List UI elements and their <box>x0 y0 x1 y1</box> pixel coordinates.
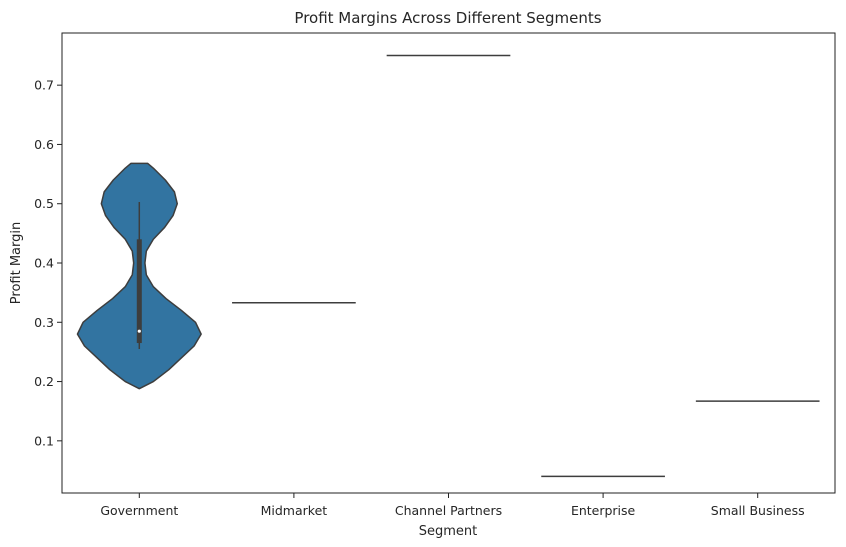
x-axis-label: Segment <box>419 524 478 539</box>
y-axis-label: Profit Margin <box>9 222 24 304</box>
x-tick-label: Midmarket <box>261 503 328 518</box>
y-tick-label: 0.2 <box>34 374 54 389</box>
x-tick-label: Government <box>100 503 178 518</box>
x-tick-label: Channel Partners <box>395 503 502 518</box>
y-tick-label: 0.5 <box>34 196 54 211</box>
y-tick-label: 0.6 <box>34 137 54 152</box>
x-axis: Government Midmarket Channel Partners Enter… <box>100 493 805 518</box>
y-axis: 0.1 0.2 0.3 0.4 0.5 0.6 0.7 <box>34 78 62 448</box>
plot-area <box>76 54 820 478</box>
plot-frame <box>61 32 836 494</box>
y-tick-label: 0.3 <box>34 315 54 330</box>
y-tick-label: 0.1 <box>34 433 54 448</box>
chart-title: Profit Margins Across Different Segments <box>294 9 601 27</box>
violin-box <box>136 239 142 344</box>
y-tick-label: 0.4 <box>34 256 54 271</box>
x-tick-label: Small Business <box>711 503 805 518</box>
x-tick-label: Enterprise <box>571 503 636 518</box>
y-tick-label: 0.7 <box>34 78 54 93</box>
violin-median <box>137 329 141 333</box>
